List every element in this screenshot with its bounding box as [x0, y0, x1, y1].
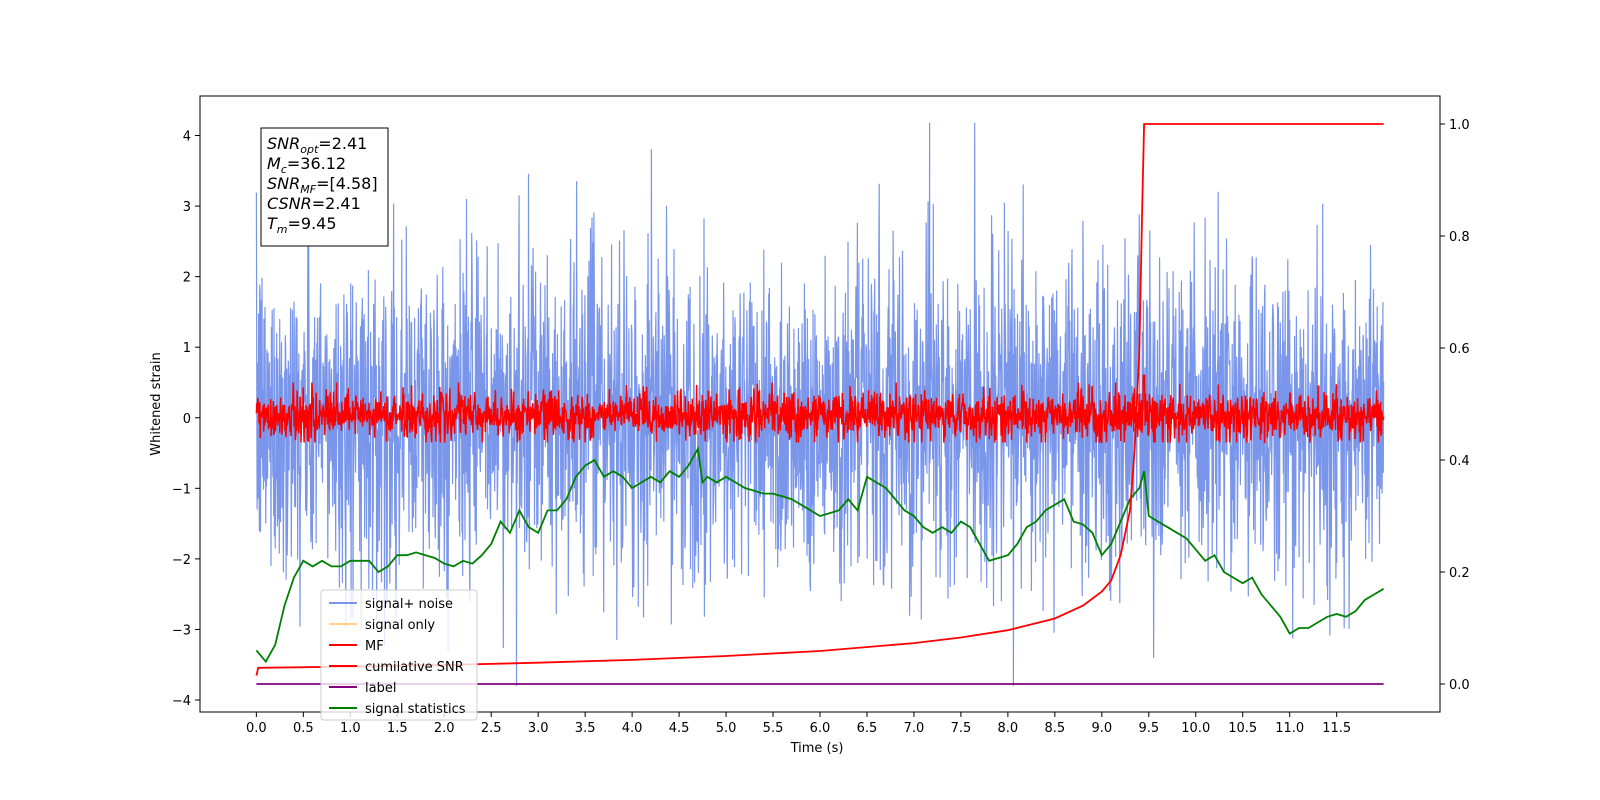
- x-tick-label: 6.0: [810, 721, 831, 736]
- y2-tick-label: 0.8: [1449, 230, 1470, 245]
- legend: signal+ noise signal only MF cumilative SNR…: [320, 589, 478, 721]
- x-tick-label: 9.5: [1138, 721, 1159, 736]
- x-tick-label: 11.5: [1322, 721, 1351, 736]
- y-axis-label: Whitened strain: [149, 352, 164, 455]
- annotation-box: SNRopt=2.41Mc=36.12SNRMF=[4.58]CSNR=2.41…: [260, 127, 389, 247]
- y-tick-label: −3: [172, 623, 191, 638]
- y-ticks: −4 −3 −2 −1 0 1 2 3 4: [172, 130, 200, 709]
- y2-tick-label: 0.2: [1449, 566, 1470, 581]
- x-tick-label: 8.5: [1045, 721, 1066, 736]
- x-tick-label: 1.5: [387, 721, 408, 736]
- x-tick-label: 1.0: [340, 721, 361, 736]
- x-tick-label: 5.0: [716, 721, 737, 736]
- legend-label: signal only: [365, 618, 435, 633]
- legend-label: signal+ noise: [365, 597, 453, 612]
- x-tick-label: 0.5: [293, 721, 314, 736]
- x-tick-label: 2.0: [434, 721, 455, 736]
- y-tick-label: 0: [183, 412, 191, 427]
- annotation-frame: [260, 127, 389, 247]
- y2-tick-label: 0.0: [1449, 678, 1470, 693]
- y-tick-label: −2: [172, 553, 191, 568]
- x-tick-label: 11.0: [1275, 721, 1304, 736]
- x-tick-label: 3.0: [528, 721, 549, 736]
- x-tick-label: 9.0: [1091, 721, 1112, 736]
- x-tick-label: 7.0: [904, 721, 925, 736]
- series-mf: [255, 374, 1385, 444]
- y-tick-label: 2: [183, 271, 191, 286]
- legend-label: label: [365, 681, 396, 696]
- x-tick-label: 3.5: [575, 721, 596, 736]
- x-tick-label: 4.5: [669, 721, 690, 736]
- y2-tick-label: 1.0: [1449, 118, 1470, 133]
- x-tick-label: 8.0: [998, 721, 1019, 736]
- series-cumilative-snr: [255, 123, 1384, 676]
- y-tick-label: 1: [183, 341, 191, 356]
- x-axis-label: Time (s): [790, 741, 844, 756]
- x-tick-label: 5.5: [763, 721, 784, 736]
- y-tick-label: −1: [172, 482, 191, 497]
- series-signal-noise: [255, 122, 1385, 686]
- x-ticks: 0.0 0.5 1.0 1.5 2.0 2.5 3.0 3.5 4.0 4.5 5.0 5.5 6.0 6…: [246, 712, 1351, 736]
- annotation-line: SNRMF=[4.58]: [267, 174, 378, 196]
- x-tick-label: 0.0: [246, 721, 267, 736]
- legend-label: MF: [365, 639, 384, 654]
- x-tick-label: 2.5: [481, 721, 502, 736]
- x-tick-label: 7.5: [951, 721, 972, 736]
- legend-frame: [320, 589, 478, 721]
- y2-ticks: 0.0 0.2 0.4 0.6 0.8 1.0: [1440, 118, 1470, 693]
- y2-tick-label: 0.4: [1449, 454, 1470, 469]
- annotation-line: Mc=36.12: [267, 154, 346, 176]
- legend-label: cumilative SNR: [365, 660, 464, 675]
- y2-tick-label: 0.6: [1449, 342, 1470, 357]
- annotation-line: CSNR=2.41: [267, 194, 361, 213]
- x-tick-label: 10.5: [1228, 721, 1257, 736]
- x-tick-label: 6.5: [857, 721, 878, 736]
- x-tick-label: 10.0: [1181, 721, 1210, 736]
- series-signal-statistics: [255, 446, 1385, 664]
- y-tick-label: 3: [183, 200, 191, 215]
- annotation-line: Tm=9.45: [267, 214, 337, 236]
- y-tick-label: −4: [172, 694, 191, 709]
- x-tick-label: 4.0: [622, 721, 643, 736]
- annotation-line: SNRopt=2.41: [267, 134, 367, 156]
- legend-label: signal statistics: [365, 702, 466, 717]
- y-tick-label: 4: [183, 130, 191, 145]
